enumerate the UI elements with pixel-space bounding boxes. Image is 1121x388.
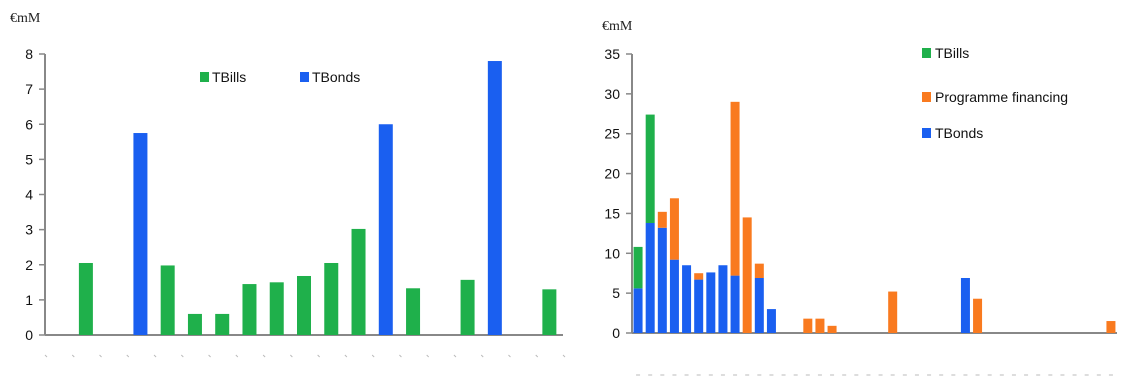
right-legend-label-programme-financing: Programme financing: [935, 89, 1068, 105]
right-bar-tbonds: [633, 288, 643, 333]
right-chart-y-tick-label: 15: [604, 205, 620, 221]
right-legend-label-tbonds: TBonds: [935, 125, 983, 141]
right-bar-tbonds: [669, 259, 679, 333]
left-chart-x-marker: [208, 354, 211, 358]
left-chart-x-marker: [371, 354, 375, 358]
right-chart-y-tick-label: 25: [604, 126, 620, 142]
left-bar-tbills: [78, 262, 93, 335]
right-bar-tbonds: [657, 227, 667, 333]
left-chart-x-marker: [290, 354, 293, 358]
left-chart-y-tick-label: 2: [25, 257, 33, 273]
left-bar-tbills: [297, 275, 311, 335]
right-bar-programme-financing: [754, 263, 764, 278]
right-chart-unit-label: €mM: [602, 19, 633, 34]
right-bar-programme-financing: [827, 325, 837, 333]
left-bar-tbonds: [487, 61, 502, 336]
left-bar-tbonds: [378, 124, 393, 335]
left-chart-x-marker: [153, 354, 157, 358]
right-bar-tbonds: [645, 222, 655, 333]
right-bar-programme-financing: [742, 217, 752, 333]
left-chart-y-tick-label: 4: [25, 187, 33, 203]
right-bar-tbills: [645, 114, 655, 223]
left-chart-y-tick-label: 3: [25, 222, 33, 238]
left-chart-x-marker: [317, 354, 320, 358]
right-bar-tbonds: [730, 275, 740, 333]
left-chart-y-tick-label: 1: [25, 292, 33, 308]
left-legend-label-tbonds: TBonds: [312, 69, 360, 85]
right-legend-swatch-programme-financing: [922, 92, 931, 102]
left-chart-x-marker: [44, 354, 48, 358]
right-bar-tbonds: [682, 265, 692, 333]
right-chart-y-tick-label: 20: [604, 166, 620, 182]
right-chart-y-tick-label: 5: [612, 285, 620, 301]
left-chart-unit-label: €mM: [10, 11, 41, 26]
right-legend-label-tbills: TBills: [935, 45, 969, 61]
left-chart-x-marker: [508, 354, 511, 358]
right-bar-programme-financing: [694, 273, 704, 280]
right-legend-swatch-tbills: [922, 48, 931, 58]
right-chart-svg: €mM 0 5 10 15 20 25 30 35 TBills Programme financi…: [602, 19, 1117, 376]
left-bar-tbills: [187, 313, 202, 335]
left-chart-svg: €mM 0 1 2 3 4 5 6 7 8 TBills TBonds: [10, 11, 566, 358]
left-chart-x-marker: [535, 354, 539, 358]
right-chart-y-tick-label: 10: [604, 245, 620, 261]
right-bar-tbills: [633, 246, 643, 289]
right-bar-programme-financing: [657, 211, 667, 228]
right-chart-y-tick-label: 30: [604, 86, 620, 102]
left-bar-tbills: [269, 282, 284, 335]
right-chart: €mM 0 5 10 15 20 25 30 35 TBills Programme financi…: [560, 0, 1121, 388]
right-bar-tbonds: [706, 272, 716, 333]
left-chart-x-marker: [344, 354, 348, 358]
right-bar-programme-financing: [888, 291, 898, 333]
left-legend-label-tbills: TBills: [212, 69, 246, 85]
left-bar-tbills: [242, 284, 257, 335]
left-chart-x-marker: [235, 354, 239, 358]
right-bar-programme-financing: [1106, 321, 1116, 333]
left-bar-tbills: [351, 228, 366, 335]
right-bar-tbonds: [718, 265, 728, 333]
left-bar-tbills: [215, 313, 230, 335]
right-bar-programme-financing: [669, 198, 679, 260]
right-chart-y-tick-label: 35: [604, 46, 620, 62]
left-chart-x-marker: [399, 354, 402, 358]
left-legend-swatch-tbills: [200, 72, 209, 82]
left-chart-y-tick-label: 6: [25, 116, 33, 132]
left-chart-x-marker: [99, 354, 102, 358]
right-bar-tbonds: [766, 309, 776, 333]
left-chart-x-marker: [426, 354, 430, 358]
left-chart-x-marker: [180, 354, 184, 358]
left-bar-tbills: [542, 289, 557, 335]
left-chart-y-tick-label: 0: [25, 327, 33, 343]
right-legend-swatch-tbonds: [922, 128, 931, 138]
right-bar-programme-financing: [803, 318, 813, 333]
left-chart-x-marker: [453, 354, 457, 358]
left-bar-tbills: [460, 279, 475, 335]
left-bar-tbonds: [133, 133, 148, 335]
right-bar-programme-financing: [815, 318, 825, 333]
left-chart-x-marker: [480, 354, 484, 358]
left-chart-y-tick-label: 8: [25, 46, 33, 62]
left-bar-tbills: [160, 265, 175, 335]
left-legend-swatch-tbonds: [300, 72, 309, 82]
right-bar-programme-financing: [730, 101, 740, 276]
left-chart-x-marker: [562, 354, 566, 358]
right-chart-y-tick-label: 0: [612, 325, 620, 341]
right-bar-tbonds: [694, 279, 704, 333]
left-chart-x-marker: [71, 354, 75, 358]
right-bar-tbonds: [754, 277, 764, 333]
left-chart-y-tick-label: 7: [25, 81, 33, 97]
right-bar-tbonds: [960, 277, 970, 333]
left-chart-x-marker: [126, 354, 130, 358]
left-bar-tbills: [324, 262, 339, 335]
right-bar-programme-financing: [973, 298, 983, 333]
left-chart-x-marker: [262, 354, 266, 358]
left-chart: €mM 0 1 2 3 4 5 6 7 8 TBills TBonds: [10, 11, 566, 358]
left-bar-tbills: [406, 288, 421, 335]
left-chart-y-tick-label: 5: [25, 151, 33, 167]
